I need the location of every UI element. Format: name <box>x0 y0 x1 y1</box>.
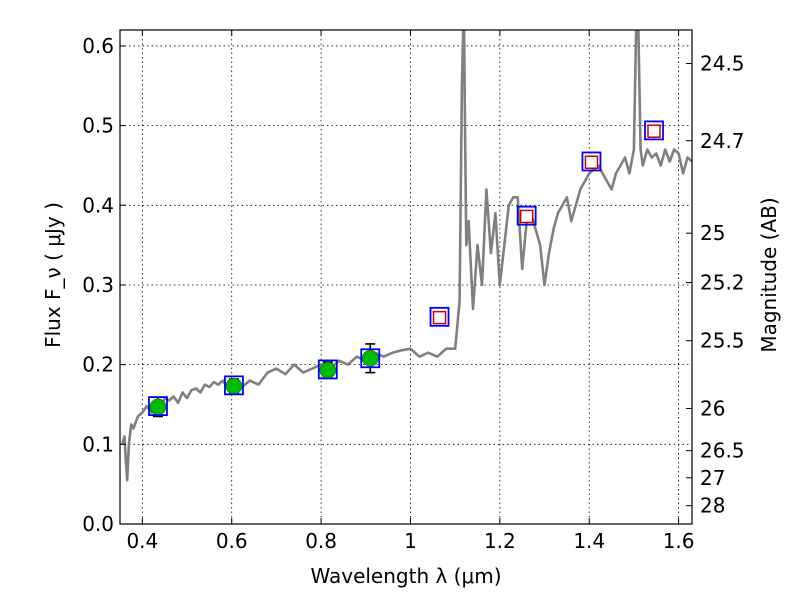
observed-point <box>319 361 337 379</box>
model-box-marker <box>516 205 537 226</box>
right-tick-label: 27 <box>700 466 725 490</box>
x-tick-label: 1.6 <box>663 529 695 553</box>
y-tick-label: 0.4 <box>82 193 114 217</box>
plot-frame <box>119 29 693 525</box>
grid-lines <box>120 30 692 525</box>
upper-bound-marker <box>519 209 534 224</box>
y-tick-label: 0.5 <box>82 114 114 138</box>
model-box-marker <box>429 306 450 327</box>
y-axis-label: Flux F_ν ( μJy ) <box>41 202 65 348</box>
right-tick-label: 24.5 <box>700 51 745 75</box>
x-axis-label: Wavelength λ (μm) <box>310 564 501 588</box>
model-box-marker <box>360 348 381 369</box>
spectrum-series <box>120 30 692 482</box>
x-tick-label: 0.6 <box>216 529 248 553</box>
upper-bound-marker <box>647 124 661 138</box>
y-tick-label: 0.6 <box>82 34 114 58</box>
x-tick-label: 1 <box>404 529 417 553</box>
right-tick-label: 25.2 <box>700 271 745 295</box>
x-tick-label: 0.8 <box>305 529 337 553</box>
model-box-marker <box>224 375 244 396</box>
model-box-marker <box>581 151 602 172</box>
upper-bound-marker <box>584 155 599 170</box>
right-tick-label: 25 <box>700 221 725 245</box>
observed-point <box>361 349 379 367</box>
y-tick-label: 0.2 <box>82 353 114 377</box>
model-box-marker <box>317 359 338 380</box>
y-tick-label: 0.3 <box>82 273 114 297</box>
x-tick-label: 1.4 <box>573 529 605 553</box>
x-tick-label: 0.4 <box>126 529 158 553</box>
spectrum-line <box>120 30 692 482</box>
observed-point <box>149 398 167 416</box>
y-tick-label: 0.1 <box>82 432 114 456</box>
observed-point <box>225 377 243 395</box>
right-tick-label: 28 <box>700 494 725 518</box>
y-axis-label-text: Flux F_ν ( μJy ) <box>41 202 65 348</box>
right-tick-label: 26.5 <box>700 439 745 463</box>
right-tick-label: 24.7 <box>700 129 745 153</box>
x-tick-label: 1.2 <box>484 529 516 553</box>
model-box-marker <box>148 396 168 416</box>
axis-ticks: 0.4 0.6 0.8 1 1.2 1.4 1.6 0.0 0.1 0.2 0.3 0.4 0.5 0.6… <box>82 30 745 553</box>
y-axis-label-right: Magnitude (AB) <box>757 197 781 352</box>
y-tick-label: 0.0 <box>82 512 114 536</box>
upper-bound-marker <box>432 310 447 325</box>
right-tick-label: 25.5 <box>700 329 745 353</box>
data-points <box>148 120 664 418</box>
right-tick-label: 26 <box>700 396 725 420</box>
model-box-marker <box>644 120 664 141</box>
